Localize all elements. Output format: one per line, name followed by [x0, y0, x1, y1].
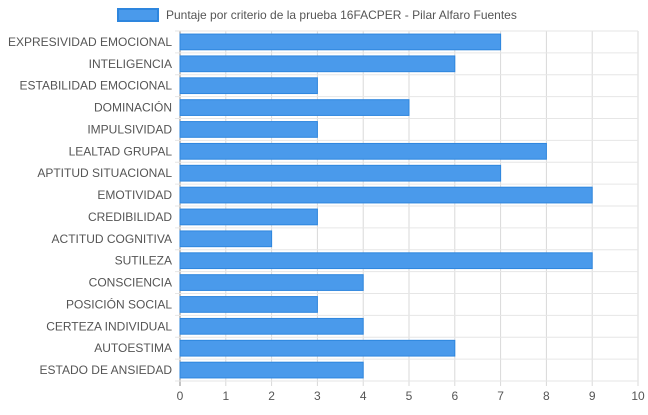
bar — [179, 142, 547, 160]
y-tick-label: SUTILEZA — [115, 254, 172, 268]
x-tick-label: 8 — [543, 389, 550, 403]
legend-swatch — [117, 8, 159, 22]
bar — [179, 99, 410, 116]
x-tick-label: 3 — [314, 389, 321, 403]
y-tick-label: CONSCIENCIA — [89, 276, 172, 290]
y-tick-label: CREDIBILIDAD — [88, 210, 172, 224]
y-tick-label: ACTITUD COGNITIVA — [52, 232, 172, 246]
y-tick-label: EXPRESIVIDAD EMOCIONAL — [8, 35, 172, 49]
bar — [179, 33, 502, 51]
y-tick-label: INTELIGENCIA — [89, 57, 172, 71]
bar — [179, 252, 593, 270]
x-tick-label: 4 — [360, 389, 367, 403]
bar — [179, 361, 364, 379]
y-tick-label: ESTABILIDAD EMOCIONAL — [20, 79, 173, 93]
bar — [179, 77, 318, 95]
bar — [179, 274, 364, 291]
bar — [179, 164, 502, 182]
y-tick-label: DOMINACIÓN — [94, 100, 172, 115]
x-tick-label: 2 — [268, 389, 275, 403]
x-tick-label: 6 — [451, 389, 458, 403]
legend-label: Puntaje por criterio de la prueba 16FACP… — [166, 8, 517, 22]
bar — [179, 186, 593, 204]
bar — [179, 317, 364, 335]
y-tick-label: LEALTAD GRUPAL — [69, 144, 173, 158]
y-tick-label: CERTEZA INDIVIDUAL — [46, 319, 172, 333]
y-tick-label: ESTADO DE ANSIEDAD — [40, 363, 173, 377]
x-tick-label: 9 — [589, 389, 596, 403]
y-tick-label: AUTOESTIMA — [94, 341, 172, 355]
x-tick-label: 0 — [177, 389, 184, 403]
bar — [179, 296, 318, 313]
y-tick-label: EMOTIVIDAD — [97, 188, 172, 202]
x-tick-label: 1 — [222, 389, 229, 403]
y-tick-label: APTITUD SITUACIONAL — [37, 166, 172, 180]
bar — [179, 339, 456, 357]
bar — [179, 55, 456, 73]
x-tick-label: 10 — [631, 389, 645, 403]
bar — [179, 230, 273, 248]
y-tick-label: POSICIÓN SOCIAL — [66, 296, 172, 311]
x-tick-label: 7 — [497, 389, 504, 403]
y-tick-label: IMPULSIVIDAD — [87, 122, 172, 136]
bar — [179, 121, 318, 138]
bar — [179, 208, 318, 226]
x-tick-label: 5 — [406, 389, 413, 403]
